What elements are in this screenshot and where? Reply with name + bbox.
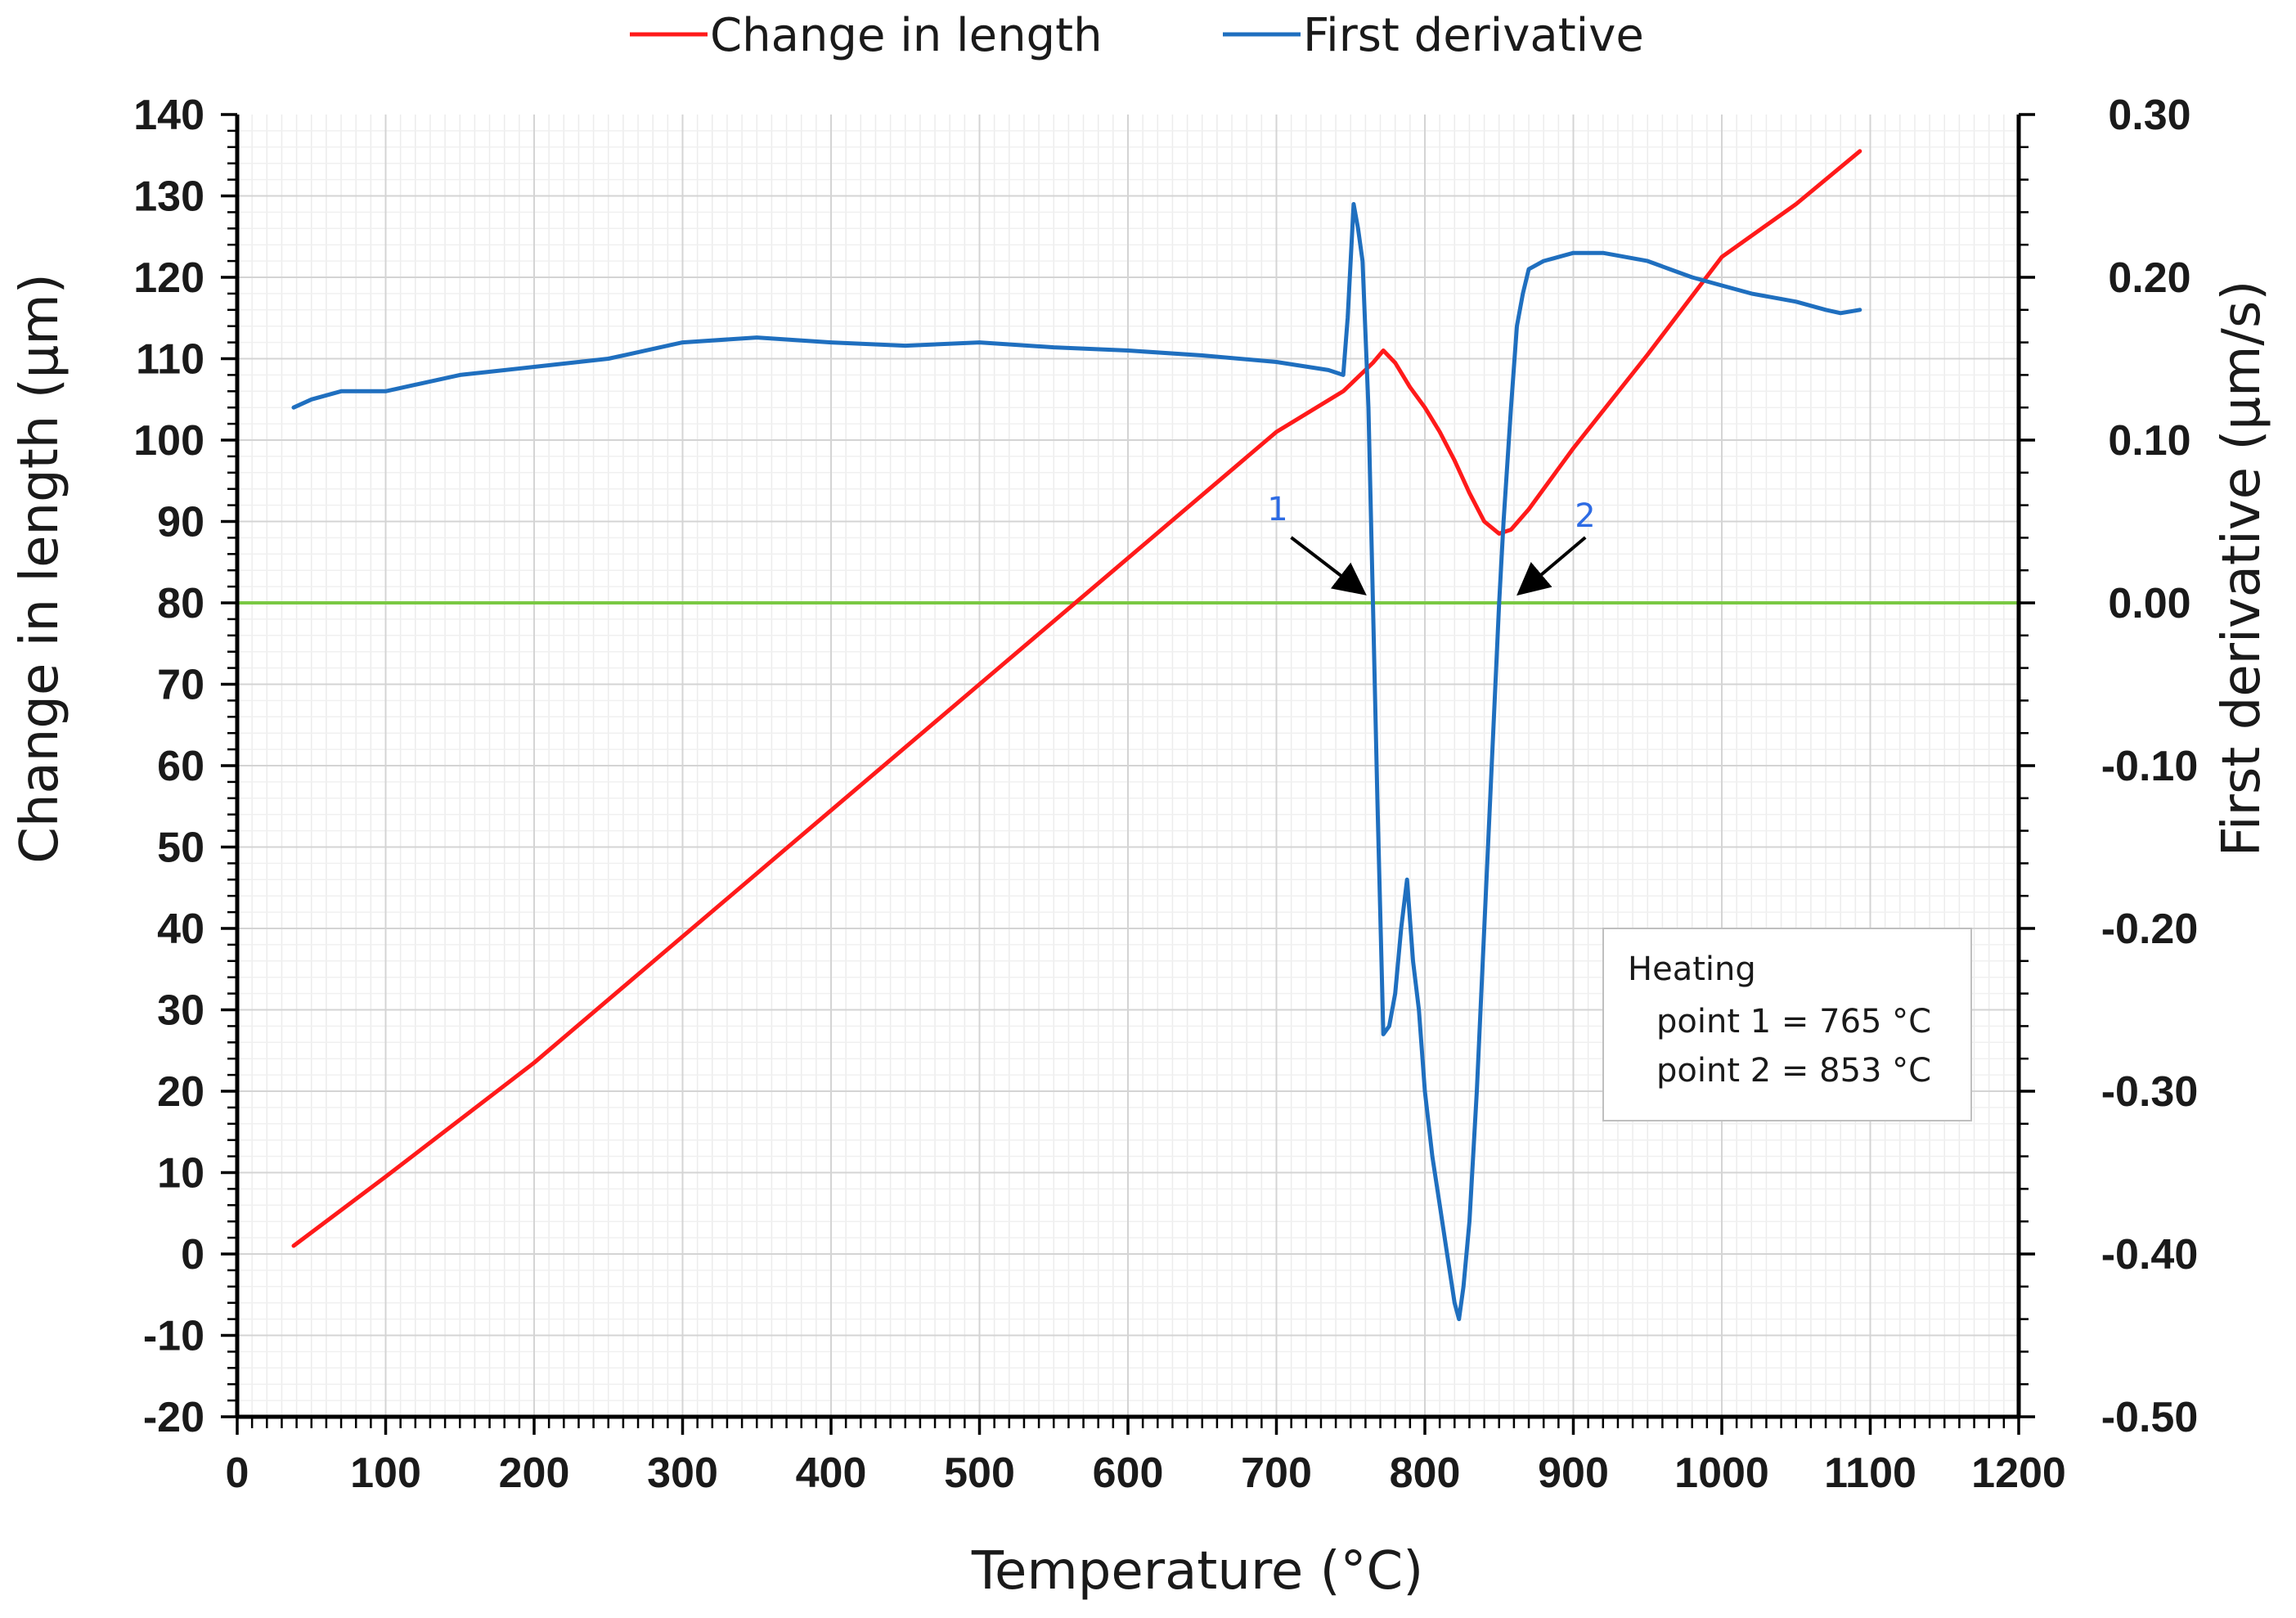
x-tick-label: 400 <box>796 1449 867 1497</box>
y-left-tick-label: 30 <box>157 987 204 1035</box>
y-left-tick-label: 100 <box>133 417 204 465</box>
y-left-tick-label: -10 <box>143 1313 204 1360</box>
y-right-tick-label: 0.30 <box>2108 92 2190 139</box>
y-right-tick-label: -0.20 <box>2101 906 2199 953</box>
y-left-tick-label: 130 <box>133 173 204 221</box>
legend-label-change-in-length: Change in length <box>710 9 1103 62</box>
y-left-tick-label: -20 <box>143 1394 204 1441</box>
y-right-tick-label: 0.10 <box>2108 417 2190 465</box>
x-axis-title: Temperature (°C) <box>971 1541 1423 1602</box>
x-tick-labels: 0 100 200 300 400 500 600 700 800 900 1000 1100 1200 <box>226 1449 2066 1497</box>
x-tick-label: 600 <box>1093 1449 1164 1497</box>
y-left-tick-label: 20 <box>157 1068 204 1116</box>
point-1-arrow <box>1290 536 1367 596</box>
y-left-tick-label: 40 <box>157 906 204 953</box>
legend: Change in length First derivative <box>630 9 1644 62</box>
y-right-tick-label: -0.50 <box>2101 1394 2199 1441</box>
x-tick-label: 1100 <box>1824 1449 1916 1497</box>
y-left-tick-label: 0 <box>181 1231 204 1279</box>
y-right-tick-labels: -0.50 -0.40 -0.30 -0.20 -0.10 0.00 0.10 0.20 0.3… <box>2101 92 2199 1441</box>
y-left-tick-label: 140 <box>133 92 204 139</box>
y-left-tick-label: 70 <box>157 662 204 709</box>
x-tick-label: 1200 <box>1971 1449 2066 1497</box>
info-box-frame <box>1602 928 1972 1121</box>
y-right-tick-label: 0.00 <box>2108 580 2190 627</box>
y-left-tick-label: 90 <box>157 499 204 546</box>
series-line-change-in-length <box>291 149 1862 1248</box>
y-right-axis-title: First derivative (µm/s) <box>2212 281 2272 857</box>
x-tick-label: 900 <box>1538 1449 1609 1497</box>
info-box: Heating point 1 = 765 °C point 2 = 853 °… <box>1602 928 1972 1121</box>
y-left-tick-label: 60 <box>157 743 204 790</box>
y-left-tick-label: 120 <box>133 254 204 302</box>
y-left-tick-label: 10 <box>157 1150 204 1198</box>
y-right-tick-label: -0.30 <box>2101 1068 2199 1116</box>
x-tick-label: 1000 <box>1674 1449 1769 1497</box>
point-2-arrow <box>1516 536 1587 596</box>
x-tick-label: 700 <box>1241 1449 1312 1497</box>
major-gridlines <box>237 115 2019 1417</box>
y-right-tick-label: -0.40 <box>2101 1231 2199 1279</box>
x-tick-label: 800 <box>1390 1449 1461 1497</box>
y-left-tick-labels: -20 -10 0 10 20 30 40 50 60 70 80 90 100 110 120 130 140 <box>133 92 204 1441</box>
series-line-first-derivative <box>291 202 1862 1322</box>
point-1-label: 1 <box>1267 491 1287 528</box>
y-left-tick-label: 80 <box>157 580 204 627</box>
point-2-label: 2 <box>1575 497 1595 535</box>
y-right-tick-label: 0.20 <box>2108 254 2190 302</box>
annotations: 1 2 <box>1267 491 1596 596</box>
legend-label-first-derivative: First derivative <box>1303 9 1644 62</box>
y-left-tick-label: 50 <box>157 825 204 872</box>
series-lines <box>291 149 1862 1322</box>
tick-marks <box>221 113 2035 1435</box>
x-tick-label: 200 <box>499 1449 570 1497</box>
y-left-axis-title: Change in length (µm) <box>10 273 70 863</box>
x-tick-label: 300 <box>647 1449 718 1497</box>
x-tick-label: 0 <box>226 1449 249 1497</box>
x-tick-label: 500 <box>944 1449 1015 1497</box>
info-box-title: Heating <box>1628 951 1756 988</box>
y-right-tick-label: -0.10 <box>2101 743 2199 790</box>
info-box-point-2: point 2 = 853 °C <box>1656 1052 1931 1090</box>
info-box-point-1: point 1 = 765 °C <box>1656 1003 1931 1040</box>
y-left-tick-label: 110 <box>136 336 204 384</box>
x-tick-label: 100 <box>350 1449 421 1497</box>
